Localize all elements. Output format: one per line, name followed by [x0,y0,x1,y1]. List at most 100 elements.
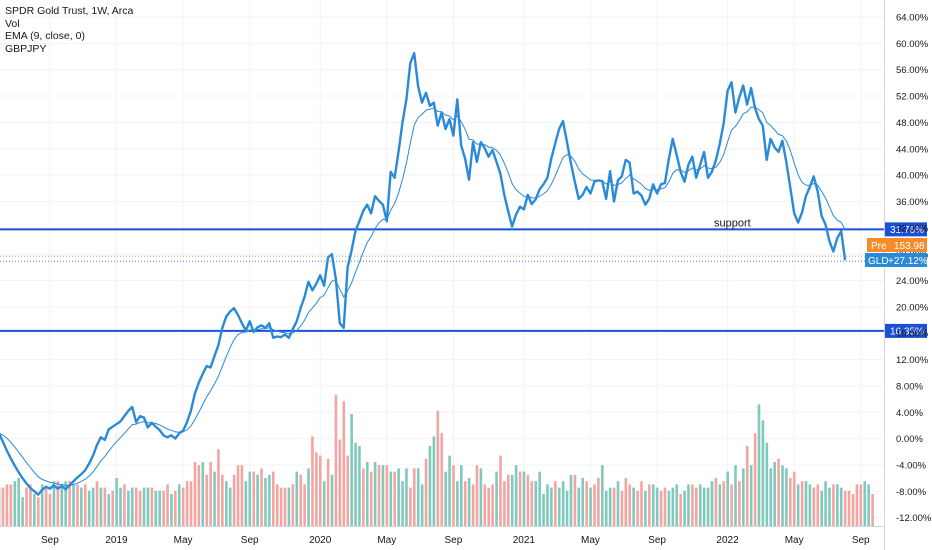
volume-bar [295,471,299,526]
volume-bar [123,484,126,526]
volume-bar [573,474,577,526]
volume-bar [636,490,639,526]
hline-badge [885,323,927,338]
volume-bar [142,487,146,526]
volume-bar [753,433,757,526]
volume-bar [738,481,741,526]
volume-bar [221,474,224,526]
hline-badge-label: 16.35% [890,326,924,337]
volume-bar [385,465,389,526]
volume-bar [491,484,494,526]
volume-bar [730,484,733,526]
volume-bar [855,484,859,526]
volume-bar [820,490,823,526]
y-tick-label: 48.00% [896,118,929,129]
volume-bar [44,487,48,526]
volume-bar [162,490,165,526]
volume-bar [362,468,365,526]
volume-bar [726,471,729,526]
volume-bar [785,468,788,526]
volume-bar [863,481,867,526]
volume-bar [244,481,248,526]
x-tick-label: 2020 [309,535,332,546]
volume-bar [510,474,514,526]
volume-bar [444,471,447,526]
volume-bar [452,465,455,526]
volume-bar [495,471,498,526]
volume-bar [354,442,357,526]
volume-bar [804,481,808,526]
y-tick-label: 52.00% [896,92,929,103]
volume-bar [177,484,181,526]
volume-bar [440,433,444,526]
y-axis-labels[interactable]: 64.00% 60.00% 56.00% 52.00% 48.00% 44.00% 40.0… [896,13,932,525]
volume-bar [604,490,608,526]
volume-bar [130,487,134,526]
volume-bar [640,481,643,526]
y-tick-label: 24.00% [896,276,929,287]
volume-bar [749,465,753,526]
volume-bar [816,484,820,526]
volume-bar [593,484,596,526]
legend-ema[interactable]: EMA (9, close, 0) [5,30,85,42]
volume-bar [322,481,326,526]
volume-bar [683,490,686,526]
volume-bar [240,465,244,526]
volume-bar [745,446,749,526]
volume-bar [138,490,142,526]
y-tick-label: 40.00% [896,171,929,182]
legend-volume[interactable]: Vol [5,17,20,30]
volume-bar [83,484,87,526]
volume-bar [91,487,95,526]
volume-bar [824,481,827,526]
support-lines[interactable]: 31.76% 16.35% [0,222,927,338]
volume-bar [373,462,377,526]
chart-legend: SPDR Gold Trust, 1W, Arca Vol EMA (9, cl… [5,5,133,55]
volume-bar [56,481,60,526]
volume-bar [847,490,851,526]
volume-bar [687,484,690,526]
volume-bar [1,487,5,526]
volume-bar [871,494,874,526]
volume-bar [236,465,240,526]
volume-bar [518,471,522,526]
volume-bar [107,494,111,526]
volume-bar [393,471,397,526]
legend-compare[interactable]: GBPJPY [5,42,47,55]
volume-bar [769,468,773,526]
volume-bar [503,481,506,526]
volume-bar [569,474,573,526]
volume-bar [456,481,459,526]
volume-bar [397,468,400,526]
volume-bar [307,468,310,526]
volume-bar [843,490,847,526]
volume-bar [369,471,373,526]
volume-bar [624,478,628,526]
volume-bar [577,487,581,526]
x-tick-label: Sep [648,535,666,546]
volume-bar [287,487,291,526]
volume-bar [181,487,185,526]
volume-bar [217,449,220,526]
volume-bar [405,468,408,526]
volume-bar [420,484,424,526]
volume-bar [87,490,91,526]
volume-bar [859,484,863,526]
volume-bar [851,494,855,526]
volume-bar [25,487,28,526]
volume-bar [706,487,710,526]
volume-bar [315,452,318,526]
volume-bar [522,471,526,526]
volume-bar [209,462,212,526]
volume-bar [146,487,150,526]
volume-bar [781,465,784,526]
x-axis-labels[interactable]: Sep 2019 May Sep 2020 May Sep 2021 May Sep 2022 May… [41,535,870,546]
volume-bar [648,484,651,526]
volume-bar [789,478,792,526]
volume-bar [213,471,216,526]
volume-bar [330,474,334,526]
legend-symbol[interactable]: SPDR Gold Trust, 1W, Arca [5,5,134,17]
volume-bar [311,436,314,526]
volume-bar [460,465,463,526]
